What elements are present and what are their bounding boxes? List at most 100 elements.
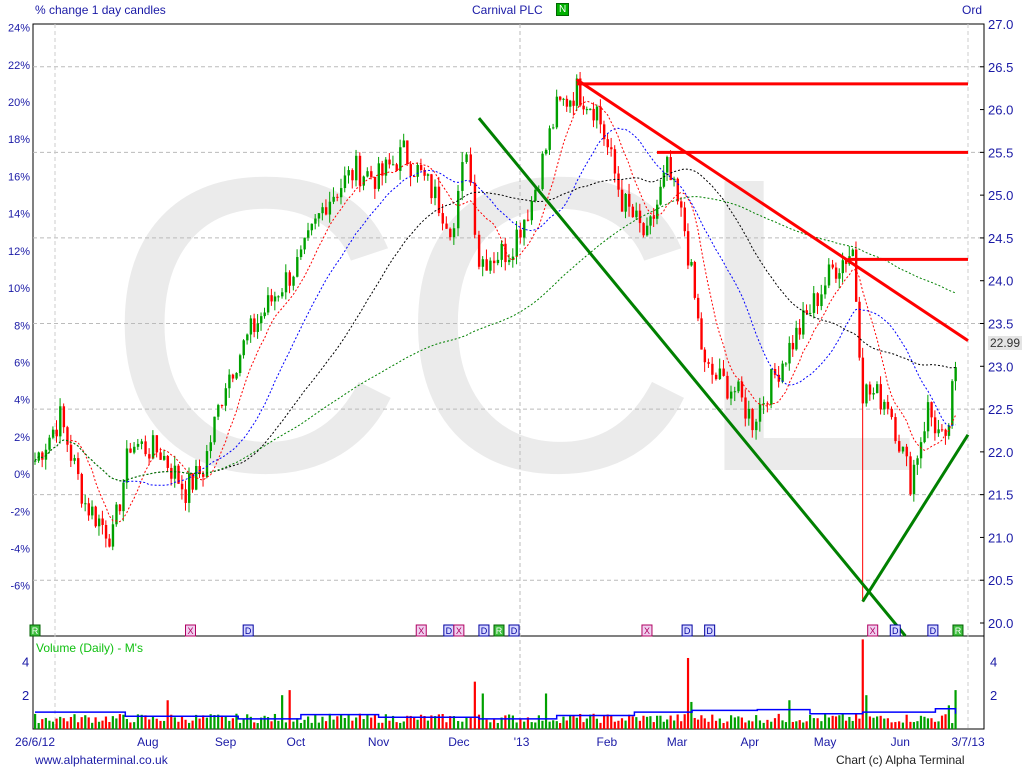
volume-bar (238, 722, 242, 729)
candle-body (770, 368, 773, 405)
volume-bar (824, 714, 827, 729)
candle-body (733, 391, 737, 393)
candle-body (41, 452, 44, 460)
candle-body (544, 149, 548, 154)
event-marker-label: D (511, 626, 518, 636)
candle-body (321, 207, 324, 214)
volume-bar (834, 716, 838, 729)
volume-bar (673, 720, 676, 729)
volume-bar (526, 717, 530, 729)
event-marker-D: D (927, 624, 939, 637)
candle-body (449, 228, 452, 238)
candle-body (125, 448, 129, 483)
candle-body (500, 243, 503, 260)
volume-bar (951, 723, 954, 729)
volume-bar (314, 714, 317, 729)
candle-body (91, 506, 94, 516)
volume-bar (155, 718, 158, 729)
volume-bar (680, 721, 683, 729)
volume-bar (122, 714, 125, 729)
volume-bar (461, 721, 464, 729)
volume-bar (798, 720, 801, 729)
volume-bar (890, 722, 893, 729)
candle-body (391, 164, 395, 166)
candle-body (707, 362, 710, 364)
candle-body (883, 401, 886, 410)
event-marker-label: X (644, 626, 650, 636)
candle-body (347, 170, 350, 176)
candle-body (205, 451, 209, 477)
candle-body (213, 416, 216, 443)
volume-bar (445, 722, 448, 729)
candle-body (273, 296, 277, 302)
percent-tick-label: 16% (8, 171, 30, 183)
volume-bar (231, 718, 234, 729)
volume-bar (489, 722, 492, 729)
candle-body (875, 384, 879, 394)
volume-bar (875, 716, 879, 729)
website-link[interactable]: www.alphaterminal.co.uk (35, 753, 168, 767)
volume-bar (198, 718, 201, 729)
volume-bar (195, 714, 198, 729)
candle-body (253, 318, 256, 332)
event-marker-label: D (892, 626, 899, 636)
share-class-label: Ord (962, 3, 983, 17)
event-marker-R: R (493, 624, 505, 637)
volume-bar (666, 719, 669, 729)
candle-body (159, 452, 162, 460)
candle-body (690, 261, 693, 266)
candle-body (118, 504, 122, 512)
candle-body (838, 273, 841, 279)
candle-body (170, 467, 173, 479)
volume-bar (205, 717, 209, 729)
candle-body (220, 405, 224, 407)
last-price-label: 22.99 (988, 336, 1023, 350)
candle-body (740, 381, 744, 398)
volume-bar (831, 715, 834, 729)
volume-bar (413, 716, 416, 729)
volume-bar (332, 719, 335, 729)
x-tick-label: 26/6/12 (15, 735, 55, 749)
candle-body (409, 164, 412, 177)
volume-bar (409, 715, 412, 729)
volume-bar (166, 700, 169, 729)
volume-bar (373, 715, 377, 729)
candle-body (76, 458, 80, 475)
candle-body (373, 176, 377, 189)
percent-tick-label: 14% (8, 209, 30, 221)
volume-bar (104, 716, 108, 729)
candle-body (898, 441, 901, 452)
volume-bar (469, 717, 472, 729)
volume-bar (711, 714, 714, 729)
candle-body (195, 466, 198, 490)
volume-bar (795, 721, 798, 729)
candle-body (824, 285, 827, 295)
candle-body (722, 368, 725, 376)
volume-bar (481, 693, 484, 729)
volume-tick-label: 2 (22, 688, 29, 703)
volume-bar (703, 718, 706, 729)
candle-body (802, 310, 805, 335)
volume-bar (901, 722, 904, 729)
percent-tick-label: 22% (8, 60, 30, 72)
candle-body (582, 105, 585, 110)
candle-body (579, 78, 582, 106)
price-tick-label: 25.5 (988, 145, 1013, 160)
candle-body (457, 190, 460, 229)
candle-body (951, 381, 954, 426)
candle-body (437, 186, 441, 214)
candle-body (515, 229, 518, 257)
candle-body (812, 293, 816, 313)
volume-bar (585, 718, 588, 729)
volume-bar (253, 722, 256, 729)
candle-body (489, 260, 492, 271)
candle-body (366, 171, 369, 177)
volume-bar (541, 720, 544, 729)
candle-body (744, 397, 747, 419)
volume-bar (638, 720, 642, 729)
volume-bar (51, 721, 55, 729)
volume-bar (423, 716, 426, 729)
volume-bar (726, 721, 729, 729)
volume-bar (69, 716, 73, 729)
